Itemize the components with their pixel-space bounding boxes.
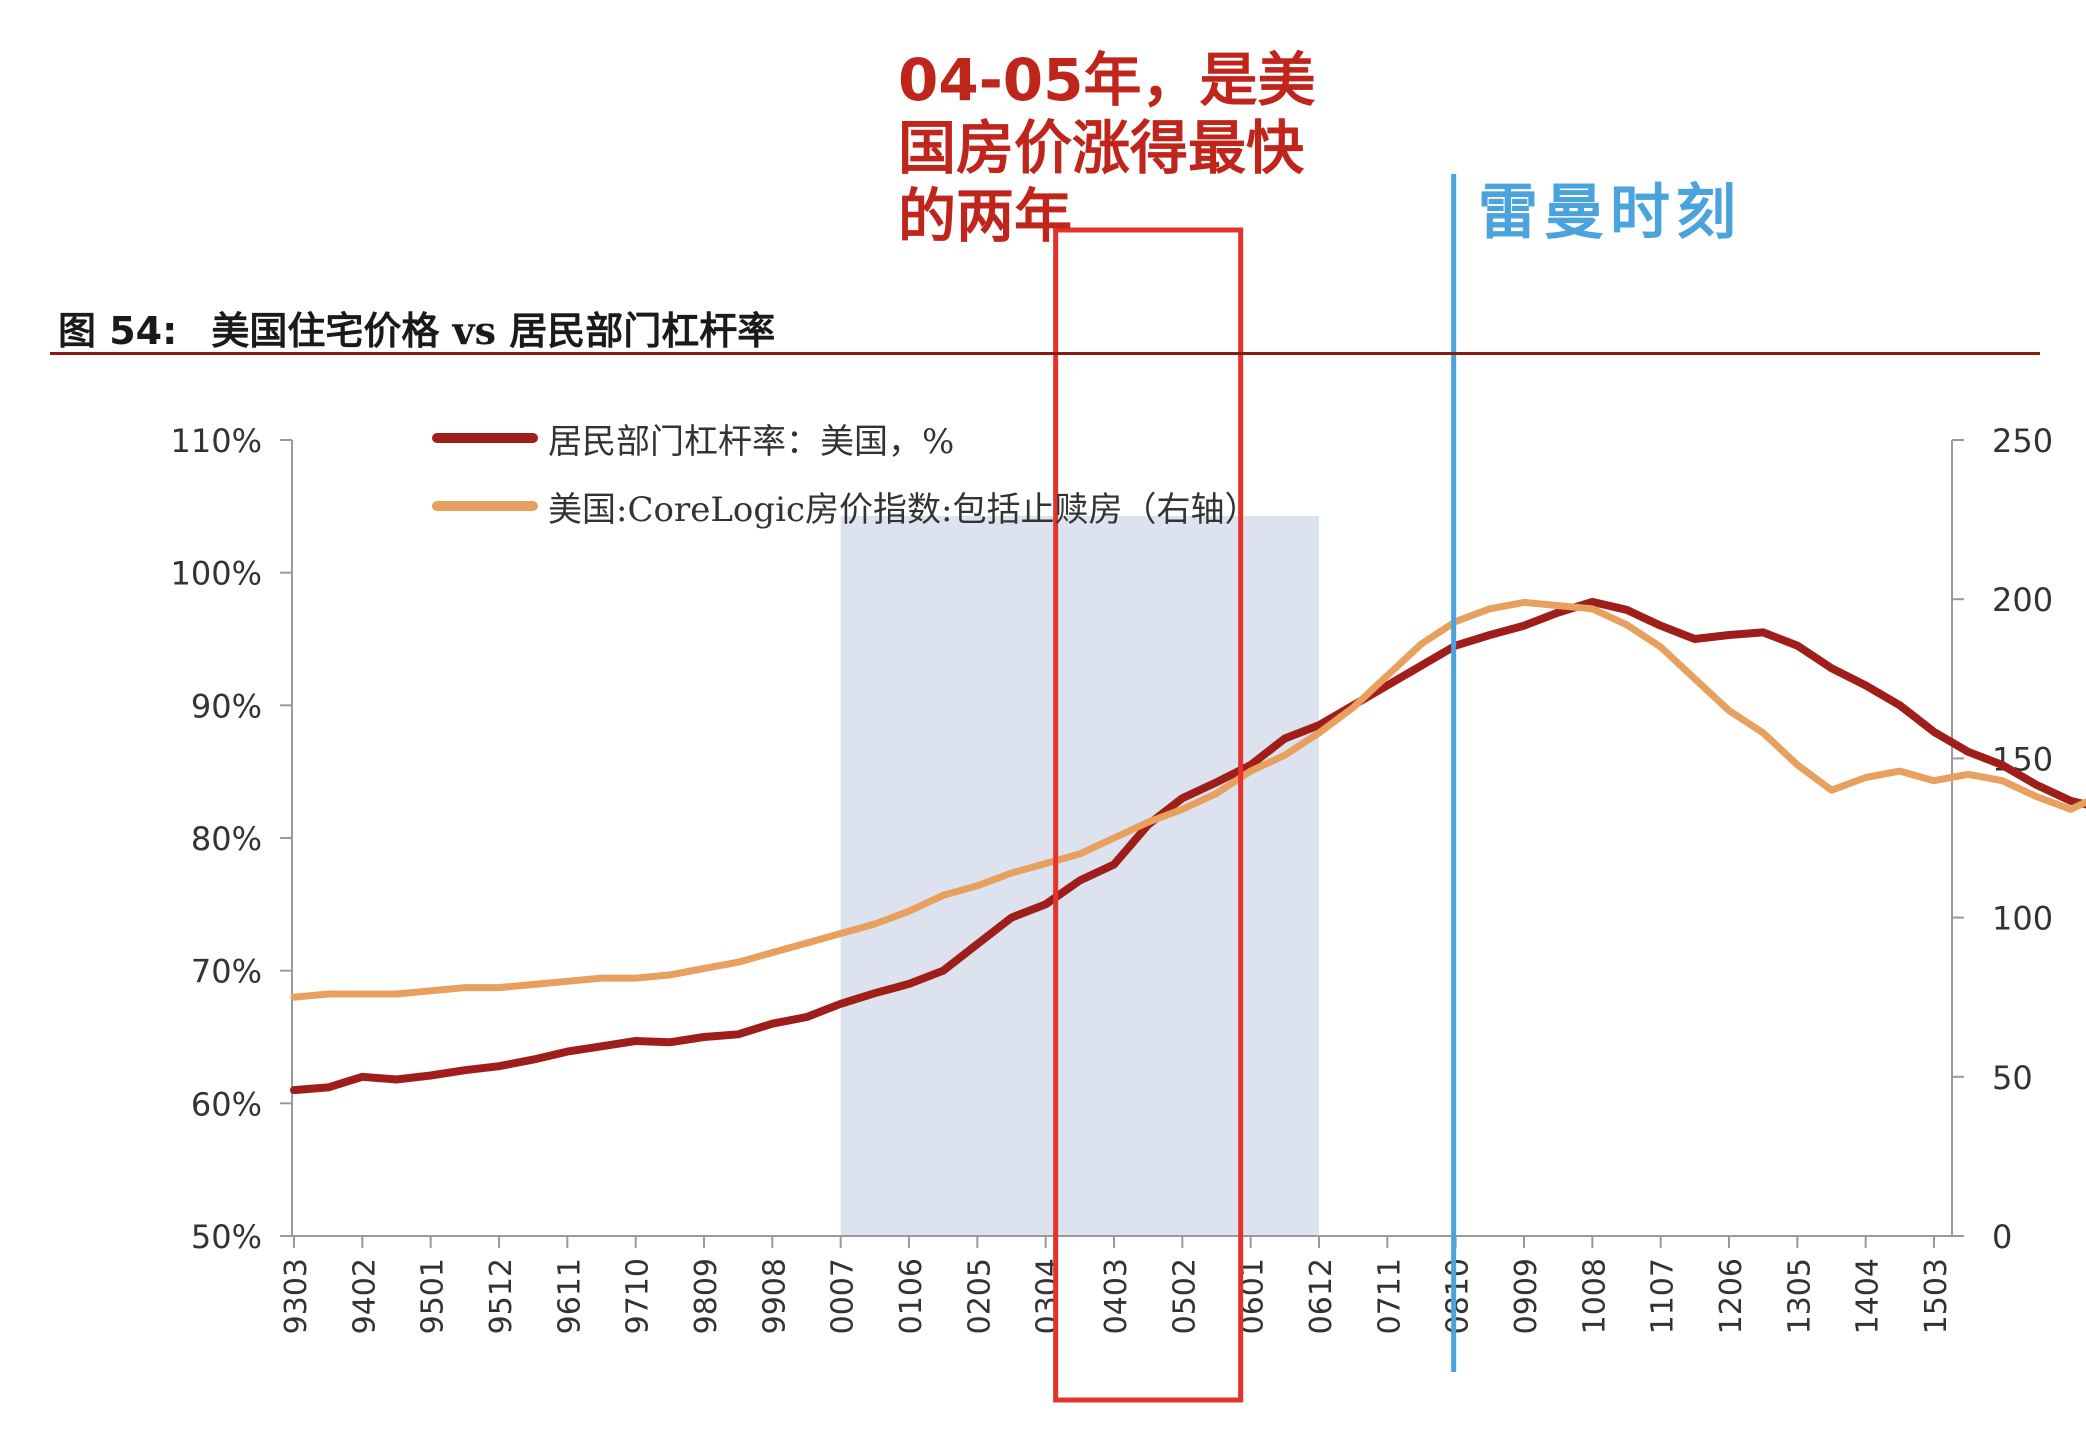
x-tick-label: 0106 xyxy=(894,1258,929,1334)
x-tick-label: 9303 xyxy=(279,1258,314,1334)
x-tick-label: 0007 xyxy=(826,1258,861,1334)
highlight-box xyxy=(1053,227,1244,1403)
legend-label-leverage: 居民部门杠杆率：美国，% xyxy=(548,421,955,462)
shaded-region xyxy=(840,516,1319,1236)
x-tick-label: 0909 xyxy=(1509,1258,1544,1334)
right-tick-label: 150 xyxy=(1992,740,2053,778)
x-tick-label: 9402 xyxy=(347,1258,382,1334)
x-tick-label: 0810 xyxy=(1441,1258,1476,1334)
x-tick-label: 1404 xyxy=(1851,1258,1886,1334)
x-tick-label: 0403 xyxy=(1099,1258,1134,1334)
legend-swatch-leverage xyxy=(432,433,538,443)
x-tick-label: 0502 xyxy=(1167,1258,1202,1334)
x-tick-label: 0205 xyxy=(962,1258,997,1334)
x-tick-label: 1206 xyxy=(1714,1258,1749,1334)
figure-title-text: 美国住宅价格 vs 居民部门杠杆率 xyxy=(211,308,776,353)
left-tick-label: 50% xyxy=(191,1218,262,1256)
right-tick-label: 0 xyxy=(1992,1218,2012,1256)
x-tick-label: 1008 xyxy=(1577,1258,1612,1334)
x-tick-label: 9809 xyxy=(689,1258,724,1334)
right-tick-label: 250 xyxy=(1992,422,2053,460)
right-tick-label: 50 xyxy=(1992,1059,2033,1097)
legend: 居民部门杠杆率：美国，% 美国:CoreLogic房价指数:包括止赎房（右轴） xyxy=(432,404,1259,540)
left-tick-label: 60% xyxy=(191,1085,262,1123)
x-tick-label: 1107 xyxy=(1646,1258,1681,1334)
right-tick-label: 200 xyxy=(1992,581,2053,619)
red-annotation: 04-05年，是美国房价涨得最快的两年 xyxy=(898,46,1316,250)
x-tick-label: 9611 xyxy=(552,1258,587,1334)
right-tick-label: 100 xyxy=(1992,900,2053,938)
left-tick-label: 70% xyxy=(191,953,262,991)
left-tick-label: 90% xyxy=(191,687,262,725)
series-line-house-price xyxy=(290,598,2086,1001)
x-tick-label: 9512 xyxy=(484,1258,519,1334)
figure-title: 图 54: 美国住宅价格 vs 居民部门杠杆率 xyxy=(58,300,775,355)
x-tick-label: 9908 xyxy=(757,1258,792,1334)
figure-number: 图 54: xyxy=(58,309,178,353)
x-tick-label: 0711 xyxy=(1372,1258,1407,1334)
x-tick-label: 1305 xyxy=(1782,1258,1817,1334)
series-line-leverage xyxy=(290,597,2086,1095)
x-tick-label: 0612 xyxy=(1304,1258,1339,1334)
title-divider xyxy=(50,352,2040,355)
x-tick-label: 9710 xyxy=(621,1258,656,1334)
x-tick-label: 0304 xyxy=(1031,1258,1066,1334)
left-tick-label: 110% xyxy=(171,422,262,460)
legend-label-house-price: 美国:CoreLogic房价指数:包括止赎房（右轴） xyxy=(548,489,1259,530)
left-tick-label: 80% xyxy=(191,820,262,858)
x-tick-label: 9501 xyxy=(416,1258,451,1334)
legend-item-house-price: 美国:CoreLogic房价指数:包括止赎房（右轴） xyxy=(432,472,1259,540)
legend-swatch-house-price xyxy=(432,501,538,511)
left-tick-label: 100% xyxy=(171,555,262,593)
blue-annotation: 雷曼时刻 xyxy=(1478,178,1742,248)
x-tick-label: 1503 xyxy=(1919,1258,1954,1334)
legend-item-leverage: 居民部门杠杆率：美国，% xyxy=(432,404,1259,472)
